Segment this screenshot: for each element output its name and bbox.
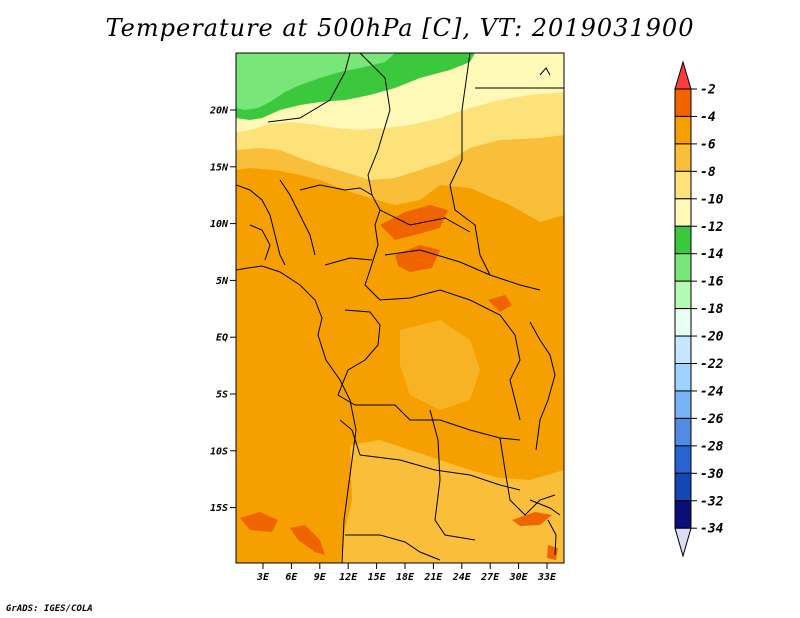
colorbar-label: -20	[700, 330, 724, 345]
colorbar-label: -34	[700, 522, 724, 537]
colorbar-segment	[674, 445, 692, 474]
field-light-orange-central	[400, 320, 480, 410]
colorbar-label: -18	[700, 302, 724, 317]
field-warm-patch	[488, 295, 512, 312]
colorbar-label: -30	[700, 467, 724, 482]
lon-tick-label: 24E	[452, 572, 472, 583]
lon-tick-label: 30E	[509, 572, 529, 583]
field-warm-patch	[512, 512, 552, 526]
colorbar-label: -4	[700, 110, 716, 125]
lon-tick-label: 33E	[537, 572, 557, 583]
colorbar-segment	[674, 143, 692, 172]
colorbar-segment	[674, 363, 692, 392]
colorbar-segment	[674, 88, 692, 117]
colorbar-label: -14	[700, 247, 724, 262]
colorbar-segment	[674, 472, 692, 502]
colorbar-segment	[674, 280, 692, 310]
colorbar-label: -10	[700, 192, 724, 207]
colorbar-label: -24	[700, 384, 724, 399]
colorbar-segment	[674, 198, 692, 227]
lon-tick-label: 27E	[480, 572, 500, 583]
lat-tick-label: 10N	[210, 219, 229, 230]
colorbar-label: -8	[700, 165, 716, 180]
borders	[236, 53, 564, 563]
lat-tick-label: 15N	[210, 162, 229, 173]
colorbar-segment	[674, 60, 692, 90]
field-warm-patch	[290, 525, 325, 555]
lon-tick-label: 21E	[423, 572, 443, 583]
colorbar-label: -6	[700, 137, 716, 152]
colorbar-label: -22	[700, 357, 724, 372]
colorbar-label: -32	[700, 494, 724, 509]
colorbar: -2 -4 -6 -8 -10 -12 -14 -16 -18 -20 -22 -24 -26 -28 -3…	[674, 60, 724, 558]
lat-tick-group: 20N 15N 10N 5N EQ 5S 10S 15S	[209, 106, 236, 514]
lat-tick-label: 15S	[210, 503, 228, 514]
lat-tick-label: 5S	[216, 390, 228, 401]
field-warm-patch	[240, 512, 278, 532]
lon-tick-label: 18E	[396, 572, 415, 583]
colorbar-segment	[674, 115, 692, 145]
colorbar-segment	[674, 417, 692, 447]
map-frame	[235, 52, 565, 564]
colorbar-segment	[674, 390, 692, 419]
lat-tick-label: 20N	[209, 106, 229, 117]
colorbar-segment	[674, 253, 692, 282]
lat-tick-label: 5N	[216, 276, 229, 287]
field-light-green	[236, 53, 395, 110]
colorbar-label: -2	[700, 83, 716, 98]
lon-tick-label: 12E	[339, 572, 358, 583]
colorbar-segment	[674, 308, 692, 337]
lon-tick-label: 9E	[314, 572, 327, 583]
colorbar-segment	[674, 500, 692, 529]
lat-tick-label: 10S	[210, 446, 228, 457]
lat-tick-label: EQ	[216, 333, 228, 344]
colorbar-label: -12	[700, 220, 724, 235]
colorbar-label: -28	[700, 439, 724, 454]
colorbar-label: -26	[700, 412, 724, 427]
lon-tick-group: 3E 6E 9E 12E 15E 18E 21E 24E 27E 30E 33E	[256, 563, 557, 583]
colorbar-segment	[674, 527, 692, 558]
map-title: Temperature at 500hPa [C], VT: 201903190…	[105, 14, 695, 42]
lon-tick-label: 15E	[368, 572, 387, 583]
field-light-orange-south	[340, 440, 564, 563]
field-warm-patch	[380, 205, 448, 240]
lon-tick-label: 3E	[256, 572, 270, 583]
lon-tick-label: 6E	[285, 572, 298, 583]
colorbar-segment	[674, 225, 692, 255]
colorbar-segment	[674, 335, 692, 364]
colorbar-label: -16	[700, 275, 724, 290]
colorbar-segment	[674, 170, 692, 200]
temperature-field	[236, 53, 564, 563]
grads-credit: GrADS: IGES/COLA	[6, 604, 93, 614]
